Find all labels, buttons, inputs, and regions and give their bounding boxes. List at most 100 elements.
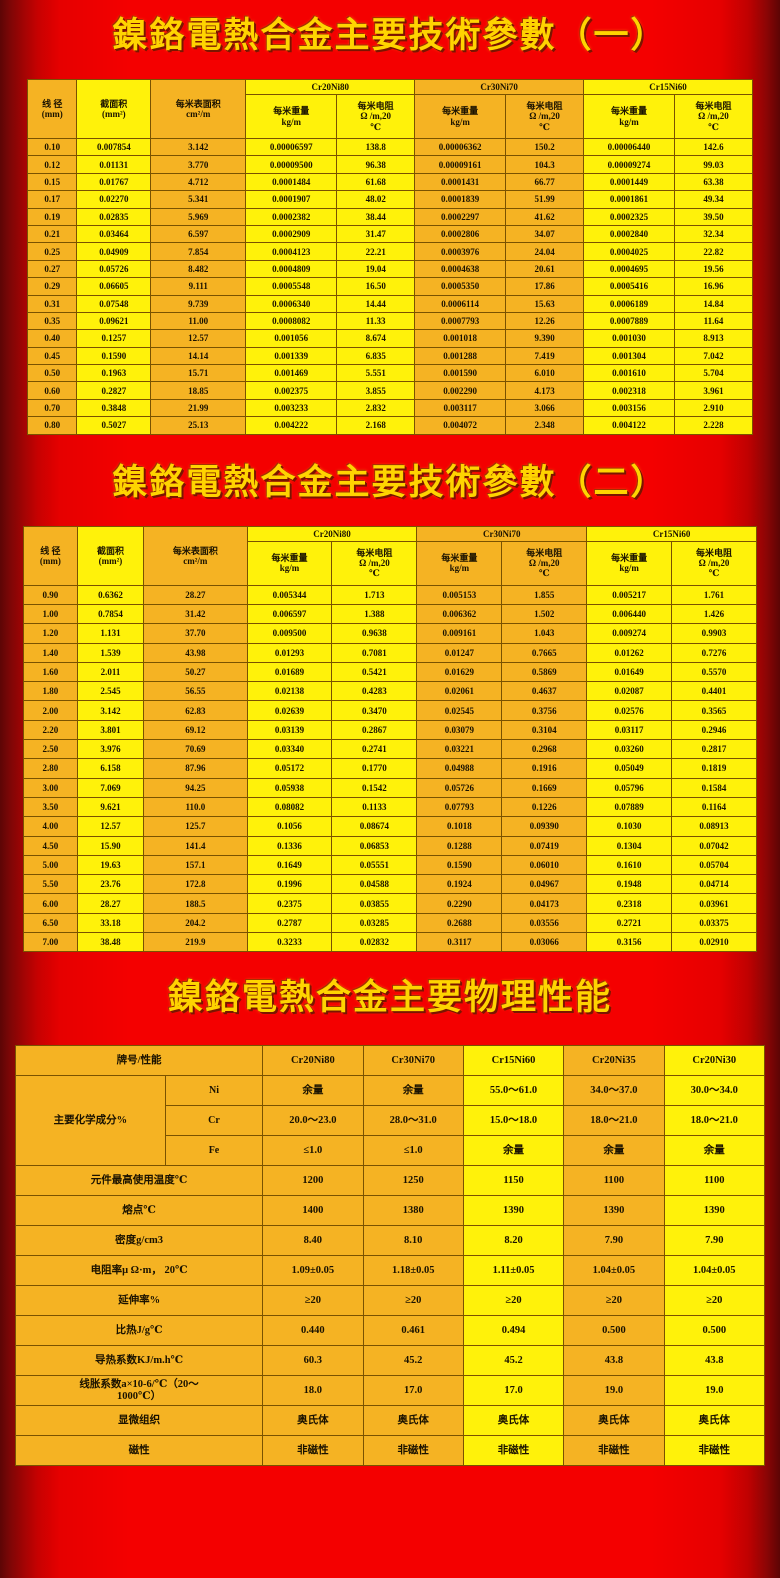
- cell-r17-c7: 2.348: [505, 416, 585, 435]
- cell-r12-c6: 0.001018: [414, 329, 507, 348]
- cell-r19-c4: 0.3233: [246, 931, 333, 953]
- cell-r11-c6: 0.0007793: [414, 311, 507, 331]
- cell-r18-c1: 6.50: [23, 912, 78, 933]
- phys-property-value: 7.90: [663, 1225, 766, 1257]
- cell-r15-c1: 0.60: [26, 381, 78, 400]
- cell-r12-c1: 3.50: [23, 796, 78, 818]
- header-weight-per-m-cr20ni80: 每米重量 kg/m: [246, 540, 333, 586]
- header-surface-area-line2: cm²/m: [186, 109, 211, 119]
- cell-r16-c4: 0.1996: [246, 874, 333, 895]
- cell-r2-c9: 99.03: [673, 155, 754, 174]
- cell-r17-c7: 0.04173: [501, 893, 588, 914]
- cell-r3-c2: 0.01767: [76, 172, 152, 192]
- phys-property-value: 1390: [462, 1195, 565, 1227]
- cell-r5-c4: 0.01689: [246, 661, 333, 683]
- header-resistance-per-m-cr30ni70: 每米电阻 Ω /m,20 ℃: [501, 540, 588, 586]
- cell-r16-c2: 0.3848: [76, 398, 152, 418]
- table-row: 0.80 0.5027 25.13 0.004222 2.168 0.004072 2.34…: [26, 416, 754, 435]
- cell-r3-c9: 0.9903: [671, 623, 757, 644]
- phys-chem-value: 55.0～61.0: [462, 1075, 565, 1107]
- poster-page: 鎳鉻電熱合金主要技術參數（一） 线 径 (mm) 截面积 (mm²) 每米表面积 cm²/…: [0, 18, 780, 1467]
- table-row: 0.31 0.07548 9.739 0.0006340 14.44 0.0006114 1…: [26, 294, 754, 313]
- header-diameter: 线 径 (mm): [26, 79, 78, 139]
- phys-property-value: 8.20: [462, 1225, 565, 1257]
- table-2-body: 0.90 0.6362 28.27 0.005344 1.713 0.005153 1.85…: [23, 584, 757, 953]
- phys-property-value: 1200: [262, 1165, 364, 1197]
- cell-r17-c2: 28.27: [76, 893, 145, 914]
- cell-r2-c4: 0.006597: [246, 603, 333, 625]
- table-3-container: 牌号/性能 Cr20Ni80 Cr30Ni70 Cr15Ni60 Cr20Ni35 Cr2…: [0, 1045, 780, 1467]
- table-row: 0.29 0.06605 9.111 0.0005548 16.50 0.0005350 1…: [26, 277, 754, 296]
- phys-property-value: 奥氏体: [462, 1405, 565, 1437]
- cell-r17-c2: 0.5027: [76, 416, 152, 435]
- cell-r8-c9: 19.56: [673, 259, 754, 279]
- cell-r2-c7: 104.3: [505, 155, 585, 174]
- cell-r15-c1: 5.00: [23, 854, 78, 876]
- table-3-body: 牌号/性能 Cr20Ni80 Cr30Ni70 Cr15Ni60 Cr20Ni35 Cr2…: [14, 1045, 766, 1467]
- cell-r8-c8: 0.0004695: [583, 259, 675, 279]
- hdr-line: 每米电阻: [357, 101, 394, 112]
- cell-r1-c4: 0.00006597: [245, 137, 338, 157]
- table-row: 0.60 0.2827 18.85 0.002375 3.855 0.002290 4.17…: [26, 381, 754, 400]
- cell-r4-c3: 5.341: [150, 190, 247, 209]
- cell-r5-c9: 39.50: [673, 207, 754, 226]
- cell-r11-c6: 0.05726: [416, 777, 503, 798]
- cell-r5-c8: 0.01649: [586, 661, 673, 683]
- header-weight-per-m-cr15ni60: 每米重量 kg/m: [586, 540, 673, 586]
- table-row: 4.50 15.90 141.4 0.1336 0.06853 0.1288 0.07419…: [23, 835, 757, 856]
- cell-r16-c8: 0.003156: [583, 398, 675, 418]
- cell-r9-c3: 70.69: [143, 739, 248, 760]
- cell-r15-c4: 0.1649: [246, 854, 333, 876]
- cell-r15-c2: 0.2827: [76, 381, 152, 400]
- hdr-line: 每米电阻: [526, 101, 563, 112]
- cell-r1-c6: 0.00006362: [414, 137, 507, 157]
- table-1-header-row-2: 每米重量 kg/m 每米电阻 Ω /m,20 ℃ 每米重量 kg/m 每米电阻 Ω /m,20 ℃…: [28, 94, 754, 139]
- cell-r17-c6: 0.004072: [414, 416, 507, 435]
- cell-r17-c3: 188.5: [143, 893, 248, 914]
- cell-r6-c2: 2.545: [76, 681, 145, 702]
- cell-r16-c7: 3.066: [505, 398, 585, 418]
- table-row: 0.21 0.03464 6.597 0.0002909 31.47 0.0002806 3…: [26, 224, 754, 244]
- cell-r3-c4: 0.009500: [246, 623, 333, 644]
- page-title-table2: 鎳鉻電熱合金主要技術參數（二）: [112, 461, 668, 503]
- cell-r5-c5: 38.44: [336, 207, 416, 226]
- hdr-line: ℃: [539, 121, 550, 132]
- cell-r17-c4: 0.004222: [245, 416, 338, 435]
- phys-property-row: 显微组织 奥氏体 奥氏体 奥氏体 奥氏体 奥氏体: [14, 1405, 766, 1437]
- cell-r1-c9: 142.6: [673, 137, 754, 157]
- section-3: 鎳鉻電熱合金主要物理性能: [0, 952, 780, 1045]
- cell-r8-c6: 0.03079: [416, 719, 503, 741]
- cell-r13-c9: 7.042: [673, 346, 754, 366]
- header-surface-area-line2: cm²/m: [183, 555, 208, 566]
- phys-property-label: 线胀系数a×10-6/℃（20～ 1000℃）: [14, 1375, 264, 1407]
- phys-chem-value: 余量: [462, 1135, 565, 1167]
- cell-r16-c9: 0.04714: [671, 874, 757, 895]
- cell-r5-c2: 0.02835: [76, 207, 152, 226]
- phys-property-value: 43.8: [563, 1345, 665, 1377]
- cell-r4-c7: 51.99: [505, 190, 585, 209]
- table-row: 1.80 2.545 56.55 0.02138 0.4283 0.02061 0.4637…: [23, 681, 757, 702]
- phys-property-label: 导热系数KJ/m.h℃: [14, 1345, 264, 1377]
- header-diameter-line1: 线 径: [42, 98, 63, 109]
- cell-r2-c9: 1.426: [671, 603, 757, 625]
- table-row: 2.20 3.801 69.12 0.03139 0.2867 0.03079 0.3104…: [23, 719, 757, 741]
- header-alloy-group-cr15ni60: Cr15Ni60: [586, 525, 757, 542]
- cell-r12-c3: 12.57: [150, 329, 247, 348]
- header-resistance-per-m-cr15ni60: 每米电阻 Ω /m,20 ℃: [671, 540, 757, 586]
- cell-r4-c6: 0.0001839: [414, 190, 507, 209]
- cell-r4-c5: 0.7081: [331, 642, 418, 663]
- phys-chem-value: 20.0～23.0: [262, 1105, 364, 1137]
- cell-r4-c3: 43.98: [143, 642, 248, 663]
- cell-r5-c4: 0.0002382: [245, 207, 338, 226]
- cell-r14-c6: 0.1288: [416, 835, 503, 856]
- header-alloy-group-cr20ni80: Cr20Ni80: [246, 525, 418, 542]
- cell-r1-c7: 1.855: [501, 584, 588, 605]
- cell-r17-c8: 0.2318: [586, 893, 673, 914]
- cell-r3-c1: 1.20: [23, 623, 78, 644]
- cell-r4-c7: 0.7665: [501, 642, 588, 663]
- cell-r8-c3: 69.12: [143, 719, 248, 741]
- cell-r10-c4: 0.0006340: [245, 294, 338, 313]
- cell-r1-c3: 28.27: [143, 584, 248, 605]
- cell-r7-c8: 0.02576: [586, 700, 673, 721]
- cell-r11-c2: 0.09621: [76, 311, 152, 331]
